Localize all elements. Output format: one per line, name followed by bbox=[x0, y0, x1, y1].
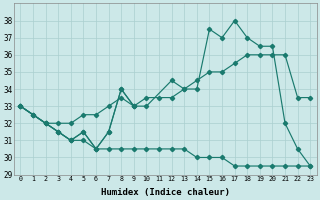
X-axis label: Humidex (Indice chaleur): Humidex (Indice chaleur) bbox=[101, 188, 230, 197]
